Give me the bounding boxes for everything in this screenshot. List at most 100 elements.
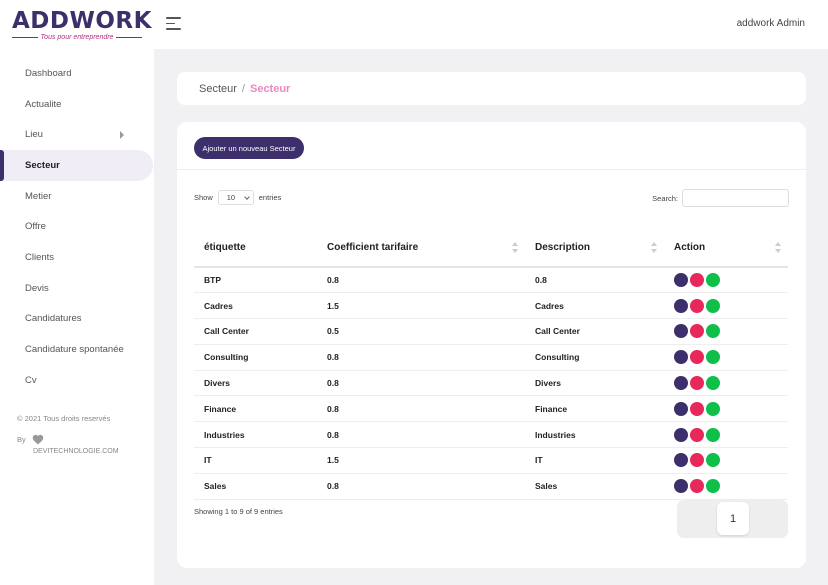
delete-button[interactable] — [690, 350, 704, 365]
sidebar-item-label: Lieu — [25, 129, 43, 141]
cell-description: Sales — [525, 473, 664, 500]
cell-etiquette: Finance — [194, 395, 317, 423]
sidebar-item-devis[interactable]: Devis — [0, 273, 154, 304]
cell-description: Call Center — [525, 318, 664, 345]
sidebar-item-candidatures[interactable]: Candidatures — [0, 304, 154, 335]
column-header-description[interactable]: Description — [525, 229, 664, 268]
cell-description: IT — [525, 447, 664, 474]
sidebar-item-clients[interactable]: Clients — [0, 242, 154, 273]
sidebar-item-label: Cv — [25, 374, 37, 386]
edit-button[interactable] — [706, 350, 720, 365]
user-menu[interactable]: addwork Admin — [736, 18, 805, 29]
show-label: Show — [194, 193, 213, 202]
by-text: By — [17, 435, 26, 444]
view-button[interactable] — [674, 376, 688, 391]
table-row: Finance 0.8 Finance — [194, 395, 788, 423]
cell-actions — [664, 370, 788, 397]
cell-description: Consulting — [525, 344, 664, 371]
cell-actions — [664, 447, 788, 474]
delete-button[interactable] — [690, 273, 704, 288]
sidebar-item-offre[interactable]: Offre — [0, 211, 154, 242]
edit-button[interactable] — [706, 273, 720, 288]
sidebar-item-candidature-spontanee[interactable]: Candidature spontanée — [0, 334, 154, 365]
chevron-down-icon — [243, 193, 250, 200]
column-header-action[interactable]: Action — [664, 229, 788, 268]
search-input[interactable] — [682, 189, 789, 207]
view-button[interactable] — [674, 298, 688, 313]
delete-button[interactable] — [690, 376, 704, 391]
sidebar-item-label: Offre — [25, 221, 46, 233]
edit-button[interactable] — [706, 324, 720, 339]
company-link[interactable]: DEVITECHNOLOGIE.COM — [33, 448, 119, 455]
page-size-value: 10 — [226, 193, 236, 202]
cell-description: Finance — [525, 395, 664, 423]
cell-coefficient: 0.8 — [317, 421, 525, 449]
view-button[interactable] — [674, 350, 688, 365]
table-row: Consulting 0.8 Consulting — [194, 344, 788, 371]
cell-etiquette: Call Center — [194, 318, 317, 345]
table-row: Call Center 0.5 Call Center — [194, 318, 788, 345]
breadcrumb: Secteur / Secteur — [177, 72, 806, 105]
breadcrumb-home[interactable]: Secteur — [199, 82, 237, 95]
view-button[interactable] — [674, 324, 688, 339]
sidebar-item-lieu[interactable]: Lieu — [0, 119, 154, 150]
page-button-current[interactable]: 1 — [717, 502, 749, 535]
sort-icon — [651, 242, 658, 253]
entries-label: entries — [258, 193, 282, 202]
delete-button[interactable] — [690, 298, 704, 313]
edit-button[interactable] — [706, 298, 720, 313]
page-size-control: Show 10 entries — [194, 190, 281, 205]
brand-logo[interactable]: ADDWORK Tous pour entreprendre — [12, 10, 151, 41]
sidebar-item-label: Secteur — [25, 159, 60, 171]
cell-actions — [664, 318, 788, 345]
cell-coefficient: 0.8 — [317, 344, 525, 371]
breadcrumb-current: Secteur — [249, 82, 291, 95]
cell-actions — [664, 344, 788, 371]
sidebar-nav: Dashboard Actualite Lieu Secteur Metier … — [0, 58, 154, 396]
edit-button[interactable] — [706, 427, 720, 442]
sidebar-footer: © 2021 Tous droits reservés By DEVITECHN… — [17, 414, 119, 455]
sidebar-item-dashboard[interactable]: Dashboard — [0, 58, 154, 89]
sidebar-item-label: Devis — [25, 282, 49, 294]
cell-etiquette: Industries — [194, 421, 317, 449]
sidebar-item-cv[interactable]: Cv — [0, 365, 154, 396]
cell-coefficient: 0.8 — [317, 267, 525, 294]
delete-button[interactable] — [690, 324, 704, 339]
heart-icon — [32, 434, 44, 445]
cell-etiquette: Cadres — [194, 292, 317, 320]
chevron-right-icon — [120, 130, 124, 139]
sidebar-item-actualite[interactable]: Actualite — [0, 89, 154, 120]
delete-button[interactable] — [690, 427, 704, 442]
hamburger-icon[interactable] — [166, 17, 181, 31]
edit-button[interactable] — [706, 479, 720, 494]
edit-button[interactable] — [706, 401, 720, 416]
view-button[interactable] — [674, 453, 688, 468]
sidebar-item-metier[interactable]: Metier — [0, 181, 154, 212]
sidebar-item-secteur[interactable]: Secteur — [0, 150, 153, 181]
page-size-select[interactable]: 10 — [217, 190, 254, 205]
cell-description: 0.8 — [525, 267, 664, 294]
breadcrumb-separator: / — [241, 82, 245, 95]
table-row: Cadres 1.5 Cadres — [194, 292, 788, 320]
table-row: BTP 0.8 0.8 — [194, 267, 788, 294]
cell-etiquette: BTP — [194, 267, 317, 294]
view-button[interactable] — [674, 273, 688, 288]
edit-button[interactable] — [706, 453, 720, 468]
cell-coefficient: 1.5 — [317, 447, 525, 474]
delete-button[interactable] — [690, 453, 704, 468]
topbar: addwork Admin — [154, 0, 828, 49]
cell-actions — [664, 395, 788, 423]
add-secteur-button[interactable]: Ajouter un nouveau Secteur — [194, 137, 304, 159]
view-button[interactable] — [674, 479, 688, 494]
edit-button[interactable] — [706, 376, 720, 391]
column-header-coefficient[interactable]: Coefficient tarifaire — [317, 229, 525, 268]
view-button[interactable] — [674, 401, 688, 416]
brand-tagline: Tous pour entreprendre — [40, 34, 114, 41]
column-header-etiquette[interactable]: étiquette — [194, 229, 317, 268]
cell-coefficient: 0.8 — [317, 473, 525, 500]
delete-button[interactable] — [690, 479, 704, 494]
table-row: Divers 0.8 Divers — [194, 370, 788, 397]
view-button[interactable] — [674, 427, 688, 442]
cell-actions — [664, 421, 788, 449]
delete-button[interactable] — [690, 401, 704, 416]
